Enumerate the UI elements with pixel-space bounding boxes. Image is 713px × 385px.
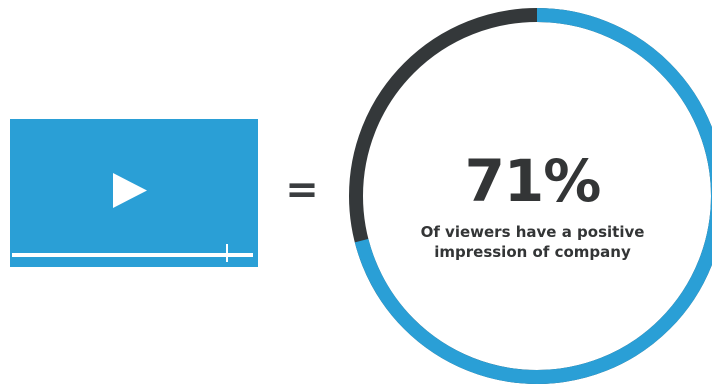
equals-sign: =: [285, 167, 319, 213]
play-icon[interactable]: [111, 172, 148, 209]
caption-line-2: impression of company: [434, 243, 631, 261]
video-progress-bar[interactable]: [12, 253, 253, 257]
percent-value: 71%: [464, 147, 602, 215]
ring-progress-arc: [349, 8, 712, 384]
stat-caption: Of viewers have a positive impression of…: [395, 222, 670, 262]
donut-ring: [349, 8, 712, 384]
progress-scrub-handle[interactable]: [226, 244, 228, 262]
caption-line-1: Of viewers have a positive: [420, 223, 645, 241]
